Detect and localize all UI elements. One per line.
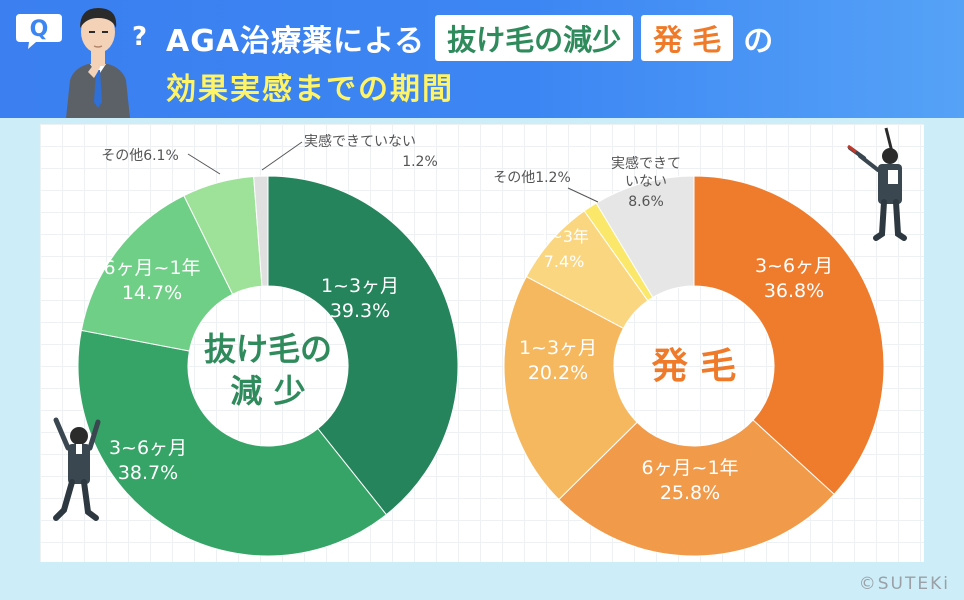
- jumping-man-illustration-icon: [53, 417, 101, 521]
- donut-slice: [77, 329, 388, 557]
- copyright-text: ©SUTEKi: [858, 574, 950, 594]
- slice-value: 25.8%: [660, 482, 720, 504]
- donut-slice: [267, 175, 459, 516]
- donut-slice: [558, 419, 835, 557]
- teacher-with-pointer-illustration-icon: [847, 127, 907, 241]
- leader-line: [567, 187, 599, 203]
- slice-value: 20.2%: [528, 362, 588, 384]
- chart-panel: 1~3ヶ月 39.3% 3~6ヶ月 38.7% 6ヶ月~1年 14.7% その他6.1% 実感…: [40, 124, 924, 562]
- slice-label: その他6.1%: [101, 148, 179, 164]
- slice-label: 6ヶ月~1年: [103, 257, 200, 279]
- donut-slice: [253, 175, 269, 287]
- donut-center-label: 抜け毛の: [204, 330, 332, 368]
- slice-label: 実感できていない: [304, 133, 416, 150]
- slice-label: 実感できて: [611, 155, 681, 172]
- slice-label: その他1.2%: [493, 170, 571, 186]
- q-label: Q: [30, 17, 49, 42]
- thinking-man-illustration-icon: [66, 8, 130, 118]
- question-mark: ?: [132, 22, 148, 52]
- donut-slice: [693, 175, 885, 496]
- slice-label: 6ヶ月~1年: [641, 457, 738, 479]
- donut-charts: 1~3ヶ月 39.3% 3~6ヶ月 38.7% 6ヶ月~1年 14.7% その他6.1% 実感…: [53, 127, 907, 557]
- slice-label: 1~3年: [539, 227, 589, 246]
- slice-value: 36.8%: [764, 280, 824, 302]
- q-speech-bubble-icon: Q: [16, 14, 62, 49]
- header-banner: Q ? AGA治療薬による 抜け毛の減少 発 毛 の 効果実感までの期間: [0, 0, 964, 118]
- donut-slice: [503, 275, 638, 501]
- title-line-1: AGA治療薬による 抜け毛の減少 発 毛 の: [166, 15, 775, 61]
- slice-value: 7.4%: [544, 252, 585, 271]
- slice-value: 8.6%: [628, 194, 664, 210]
- slice-value: 39.3%: [330, 300, 390, 322]
- hair-loss-donut-chart: 1~3ヶ月 39.3% 3~6ヶ月 38.7% 6ヶ月~1年 14.7% その他6.1% 実感…: [77, 133, 459, 557]
- donut-slice: [595, 175, 695, 299]
- hair-growth-donut-chart: 3~6ヶ月 36.8% 6ヶ月~1年 25.8% 1~3ヶ月 20.2% 1~3年 7.4% そ…: [493, 155, 885, 557]
- leader-line: [187, 153, 221, 175]
- title-box-hair-loss: 抜け毛の減少: [435, 15, 634, 61]
- donut-center-label: 減 少: [230, 372, 305, 410]
- slice-value: 38.7%: [118, 462, 178, 484]
- slice-label: 1~3ヶ月: [519, 337, 597, 359]
- slice-label: 1~3ヶ月: [321, 275, 399, 297]
- slice-value: 1.2%: [402, 154, 438, 170]
- title-prefix: AGA治療薬による: [166, 24, 426, 59]
- slice-label: 3~6ヶ月: [109, 437, 187, 459]
- title-line-2: 効果実感までの期間: [166, 72, 454, 107]
- title-box-hair-growth: 発 毛: [641, 15, 734, 61]
- donut-center-label: 発 毛: [652, 346, 737, 387]
- slice-label: いない: [625, 174, 667, 190]
- slice-label: 3~6ヶ月: [755, 255, 833, 277]
- title-suffix: の: [743, 24, 775, 59]
- leader-line: [261, 141, 303, 171]
- donut-slice: [80, 194, 234, 352]
- slice-value: 14.7%: [122, 282, 182, 304]
